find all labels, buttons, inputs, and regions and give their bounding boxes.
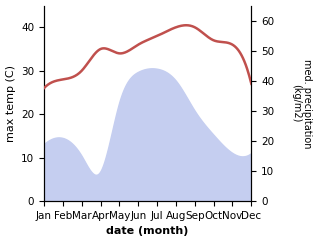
Y-axis label: med. precipitation
(kg/m2): med. precipitation (kg/m2) <box>291 59 313 148</box>
X-axis label: date (month): date (month) <box>107 227 189 236</box>
Y-axis label: max temp (C): max temp (C) <box>5 65 16 142</box>
